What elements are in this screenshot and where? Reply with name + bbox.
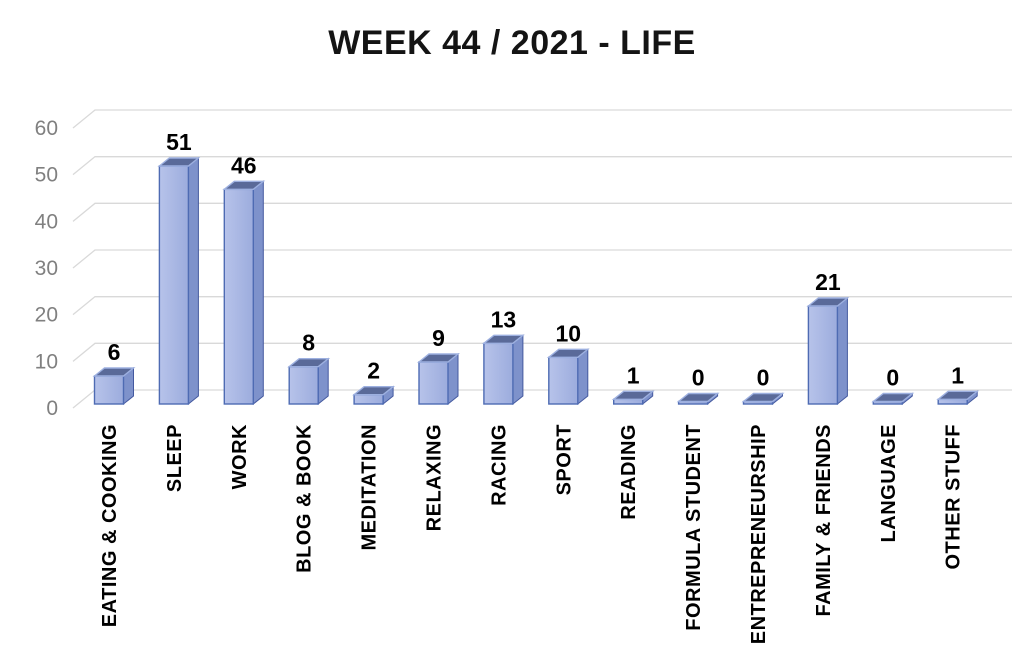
gridline [72, 156, 1012, 176]
y-tick-label: 20 [35, 304, 58, 327]
bar-value-label: 10 [556, 320, 582, 346]
category-label: READING [618, 424, 640, 520]
category-label: BLOG & BOOK [294, 424, 316, 573]
bar-value-label: 13 [491, 306, 517, 332]
bar-sport: 10 SPORT [546, 320, 590, 495]
bar-meditation: 2 MEDITATION [352, 358, 396, 550]
bar-language: 0 LANGUAGE [871, 365, 915, 542]
gridline [72, 342, 1012, 362]
bar-top-face [222, 180, 266, 191]
bar-side-face [577, 348, 589, 406]
bar-top-face [287, 357, 331, 368]
bar-top-face [936, 390, 980, 401]
bar-reading: 1 READING [611, 362, 655, 520]
category-label: FORMULA STUDENT [683, 424, 705, 631]
bar-front-face [353, 393, 384, 405]
bar-side-face [252, 180, 264, 406]
bar-value-label: 0 [757, 365, 770, 391]
bar-racing: 13 RACING [481, 306, 525, 506]
bar-value-label: 8 [302, 330, 315, 356]
bar-value-label: 1 [951, 362, 964, 388]
category-label: EATING & COOKING [99, 424, 121, 627]
bar-side-face [836, 296, 848, 406]
bar-relaxing: 9 RELAXING [417, 325, 460, 531]
gridline [72, 202, 1012, 222]
bar-side-face [187, 156, 199, 406]
bar-value-label: 9 [432, 325, 445, 351]
bar-front-face [807, 305, 839, 405]
bar-sleep: 51 SLEEP [157, 129, 201, 492]
category-label: SPORT [553, 424, 575, 495]
chart-title: WEEK 44 / 2021 - LIFE [328, 24, 696, 62]
y-tick-label: 50 [35, 164, 58, 187]
gridline [72, 249, 1012, 269]
bar-front-face [288, 365, 319, 405]
bar-work: 46 WORK [222, 152, 266, 489]
bar-front-face [93, 375, 125, 405]
bar-front-face [223, 188, 255, 405]
category-label: RACING [488, 424, 510, 506]
category-label: RELAXING [424, 424, 446, 531]
bar-top-face [546, 348, 590, 359]
bar-value-label: 6 [108, 339, 121, 365]
y-tick-label: 40 [35, 210, 58, 233]
bar-eating-cooking: 6 EATING & COOKING [92, 339, 136, 627]
bar-top-face [157, 157, 201, 167]
category-label: WORK [229, 424, 251, 489]
bar-other-stuff: 1 OTHER STUFF [936, 362, 980, 570]
category-label: ENTREPRENEURSHIP [748, 424, 770, 644]
bar-top-face [871, 392, 915, 403]
bar-front-face [418, 361, 449, 405]
category-label: SLEEP [164, 424, 186, 492]
gridline [72, 296, 1012, 316]
bar-value-label: 2 [367, 358, 380, 384]
category-label: OTHER STUFF [943, 424, 965, 570]
bar-value-label: 21 [815, 269, 841, 295]
bar-top-face [676, 392, 720, 403]
category-label: MEDITATION [359, 424, 381, 550]
bar-top-face [481, 334, 525, 345]
bar-value-label: 0 [692, 365, 705, 391]
bar-family-friends: 21 FAMILY & FRIENDS [806, 269, 850, 616]
bar-top-face [741, 392, 785, 403]
bar-front-face [548, 356, 579, 405]
bar-value-label: 46 [231, 152, 257, 178]
bar-value-label: 0 [886, 365, 899, 391]
bar-front-face [158, 165, 190, 405]
bar-entrepreneurship: 0 ENTREPRENEURSHIP [741, 365, 785, 644]
bar-top-face [92, 367, 136, 377]
bar-blog-book: 8 BLOG & BOOK [287, 330, 331, 573]
bar-value-label: 1 [627, 362, 640, 388]
y-tick-label: 60 [35, 117, 58, 140]
bar-side-face [512, 334, 524, 406]
bar-value-label: 51 [166, 129, 192, 155]
bar-formula-student: 0 FORMULA STUDENT [676, 365, 720, 631]
category-label: LANGUAGE [878, 424, 900, 542]
bar-top-face [611, 390, 655, 401]
bar-front-face [483, 342, 514, 405]
y-tick-label: 30 [35, 257, 58, 280]
y-tick-label: 0 [46, 397, 58, 420]
gridline [72, 109, 1012, 129]
bar-top-face [352, 385, 396, 396]
y-tick-label: 10 [35, 350, 58, 373]
gridline [72, 389, 1012, 409]
category-label: FAMILY & FRIENDS [813, 424, 835, 616]
bar-top-face [806, 297, 850, 307]
bar-top-face [417, 353, 460, 363]
